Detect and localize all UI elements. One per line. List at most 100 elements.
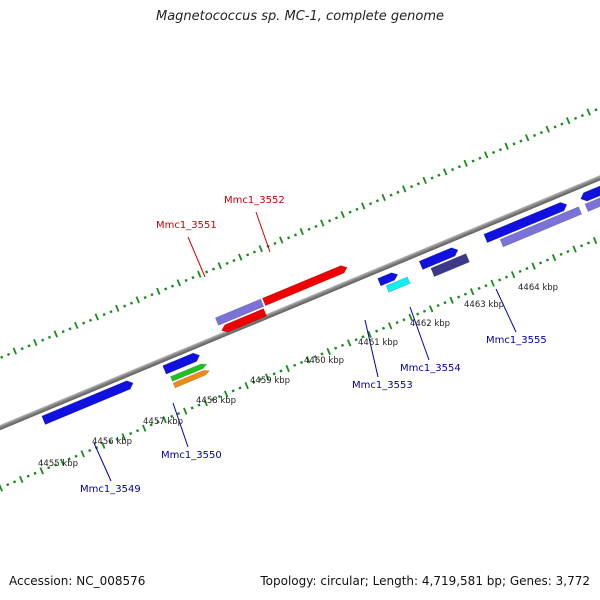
gene-label-Mmc1_3549[interactable]: Mmc1_3549 bbox=[80, 484, 141, 495]
inner-tick bbox=[518, 269, 522, 273]
gene-feature-Mmc1_3550[interactable] bbox=[162, 351, 202, 375]
outer-tick bbox=[573, 116, 578, 120]
inner-tick bbox=[231, 389, 235, 393]
inner-tick bbox=[387, 322, 393, 330]
outer-tick bbox=[94, 313, 99, 321]
inner-tick bbox=[88, 449, 92, 453]
outer-tick bbox=[102, 313, 106, 317]
outer-tick bbox=[410, 185, 414, 189]
outer-tick bbox=[61, 330, 65, 334]
outer-tick bbox=[273, 241, 277, 246]
inner-tick bbox=[238, 386, 242, 390]
inner-tick bbox=[469, 288, 475, 296]
outer-tick bbox=[471, 159, 475, 163]
gene-feature-Mmc1_3551[interactable] bbox=[220, 308, 268, 334]
gene-feature-Mmc1_3552[interactable] bbox=[262, 264, 348, 307]
inner-tick bbox=[162, 416, 167, 424]
inner-tick bbox=[47, 466, 51, 470]
inner-tick bbox=[252, 380, 256, 384]
inner-tick bbox=[211, 397, 215, 401]
inner-tick bbox=[510, 271, 516, 279]
gene-label-Mmc1_3555[interactable]: Mmc1_3555 bbox=[486, 335, 547, 346]
inner-tick bbox=[539, 261, 543, 265]
scale-label: 4464 kbp bbox=[518, 283, 558, 293]
outer-tick bbox=[560, 122, 564, 126]
outer-tick bbox=[594, 108, 598, 112]
gene-feature-Mmc1_3554[interactable] bbox=[418, 246, 459, 270]
gene-feature-Mmc1_3549[interactable] bbox=[41, 379, 135, 425]
inner-tick bbox=[101, 441, 106, 449]
inner-tick bbox=[402, 318, 406, 322]
inner-tick bbox=[531, 262, 536, 270]
inner-tick bbox=[170, 414, 174, 419]
inner-tick bbox=[443, 301, 447, 305]
inner-tick bbox=[0, 484, 3, 492]
outer-tick bbox=[307, 227, 311, 231]
inner-tick bbox=[586, 241, 591, 245]
gene-feature-Mmc1_3550[interactable] bbox=[170, 362, 208, 382]
outer-tick bbox=[402, 185, 407, 193]
outer-tick bbox=[211, 267, 216, 271]
gene-feature-Mmc1_3553[interactable] bbox=[385, 276, 411, 293]
gene-labels: Mmc1_3549 Mmc1_3550 Mmc1_3551 Mmc1_3552 Mmc1… bbox=[80, 195, 547, 495]
inner-tick bbox=[340, 343, 345, 347]
inner-tick bbox=[346, 339, 352, 347]
outer-tick bbox=[457, 165, 461, 169]
inner-tick bbox=[12, 480, 17, 484]
inner-tick bbox=[190, 406, 194, 410]
gene-label-Mmc1_3551[interactable]: Mmc1_3551 bbox=[156, 220, 217, 231]
inner-tick bbox=[490, 279, 495, 287]
outer-tick bbox=[430, 176, 434, 180]
outer-tick bbox=[287, 236, 291, 240]
gene-feature-Mmc1_3551[interactable] bbox=[214, 298, 265, 326]
inner-tick bbox=[463, 292, 468, 296]
gene-label-Mmc1_3553[interactable]: Mmc1_3553 bbox=[352, 380, 413, 391]
outer-tick bbox=[416, 182, 420, 186]
outer-tick bbox=[314, 224, 318, 228]
inner-tick bbox=[224, 390, 229, 398]
leader-line bbox=[255, 211, 271, 253]
gene-feature-Mmc1_3553[interactable] bbox=[377, 271, 400, 287]
inner-tick bbox=[416, 312, 420, 316]
gene-label-Mmc1_3552[interactable]: Mmc1_3552 bbox=[224, 195, 285, 206]
inner-tick bbox=[320, 352, 324, 356]
inner-tick bbox=[375, 329, 379, 333]
scale-labels: 4455 kbp 4456 kbp 4457 kbp 4458 kbp 4459 kbp… bbox=[38, 283, 558, 469]
gene-feature-Mmc1_3555[interactable] bbox=[499, 206, 583, 248]
outer-tick bbox=[252, 250, 257, 254]
outer-tick bbox=[74, 321, 79, 329]
scale-label: 4457 kbp bbox=[143, 417, 183, 427]
inner-tick bbox=[53, 463, 58, 467]
gene-feature-Mmc1_3554[interactable] bbox=[430, 253, 470, 277]
inner-tick bbox=[572, 245, 577, 253]
inner-tick bbox=[504, 275, 509, 279]
gene-label-Mmc1_3550[interactable]: Mmc1_3550 bbox=[161, 450, 222, 461]
outer-tick bbox=[184, 278, 188, 283]
genome-backbone bbox=[0, 153, 600, 451]
gene-feature-Mmc1_3555[interactable] bbox=[584, 176, 600, 212]
gene-feature-Mmc1_3555[interactable] bbox=[483, 200, 569, 243]
scale-label: 4461 kbp bbox=[358, 338, 398, 348]
inner-tick bbox=[183, 407, 188, 415]
outer-tick bbox=[396, 190, 400, 194]
gene-label-Mmc1_3554[interactable]: Mmc1_3554 bbox=[400, 363, 461, 374]
outer-tick bbox=[299, 228, 304, 236]
outer-tick bbox=[525, 134, 530, 142]
outer-tick bbox=[197, 270, 202, 278]
outer-tick bbox=[170, 284, 175, 288]
gene-feature-Mmc1_3550[interactable] bbox=[172, 369, 210, 389]
inner-tick bbox=[381, 326, 386, 330]
leader-line bbox=[495, 288, 517, 333]
inner-tick bbox=[428, 305, 434, 313]
inner-tick bbox=[156, 420, 160, 424]
gene-feature-Mmc1_3555[interactable] bbox=[579, 167, 600, 203]
outer-tick bbox=[123, 304, 127, 308]
inner-tick bbox=[367, 330, 372, 338]
outer-tick bbox=[217, 262, 222, 270]
inner-tick bbox=[551, 254, 557, 262]
outer-tick bbox=[88, 318, 93, 322]
scale-label: 4458 kbp bbox=[196, 396, 236, 406]
inner-tick bbox=[545, 258, 550, 262]
outer-tick bbox=[422, 176, 427, 184]
leader-line bbox=[93, 442, 112, 482]
